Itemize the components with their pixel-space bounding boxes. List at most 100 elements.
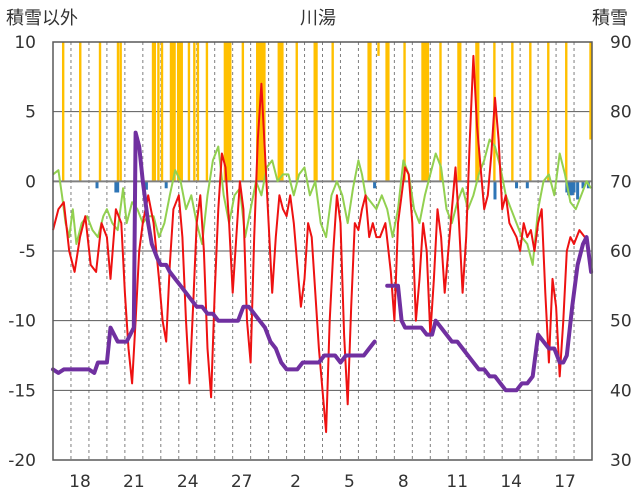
x-tick-label: 24 — [177, 472, 199, 492]
snowfall-bar — [227, 42, 230, 182]
right-tick-label: 70 — [610, 172, 632, 192]
snowfall-bar — [79, 42, 82, 182]
right-tick-label: 80 — [610, 103, 632, 123]
left-tick-label: 10 — [14, 33, 36, 53]
snowfall-bar — [277, 42, 280, 182]
snowfall-bar — [439, 42, 442, 182]
x-tick-label: 17 — [554, 472, 576, 492]
x-tick-label: 21 — [123, 472, 145, 492]
snowfall-bar — [281, 42, 284, 182]
left-tick-label: 0 — [25, 172, 36, 192]
snowfall-bar — [119, 42, 122, 182]
snowfall-bar — [196, 42, 200, 182]
left-axis-label: 積雪以外 — [6, 8, 78, 29]
left-tick-label: 5 — [25, 103, 36, 123]
precip-bar — [164, 181, 168, 189]
snowfall-bar — [151, 42, 155, 182]
right-tick-label: 60 — [610, 242, 632, 262]
snowfall-bar — [387, 42, 390, 182]
left-tick-label: -15 — [8, 381, 36, 401]
precip-bar — [373, 181, 377, 189]
snowfall-bar — [313, 42, 316, 182]
snowfall-bar — [426, 42, 430, 182]
snowfall-bar — [223, 42, 227, 182]
x-tick-label: 14 — [500, 472, 522, 492]
temperature-line — [52, 54, 593, 434]
precip-bar — [116, 181, 120, 193]
snowfall-bar — [589, 42, 592, 140]
snowfall-bar — [315, 42, 318, 182]
plot-border — [52, 41, 593, 461]
snowfall-bar — [547, 42, 550, 182]
snowfall-bar — [367, 42, 370, 182]
right-tick-label: 40 — [610, 381, 632, 401]
plot-frame — [52, 41, 593, 461]
snow-depth-line — [51, 130, 377, 375]
snowfall-bar — [511, 42, 514, 182]
snowfall-bar — [173, 42, 176, 182]
snow-depth-series — [51, 130, 594, 393]
x-tick-label: 27 — [231, 472, 253, 492]
snowfall-bar — [457, 42, 460, 182]
right-tick-label: 30 — [610, 451, 632, 471]
left-axis-ticks: 10 5 0 -5 -10 -15 -20 — [8, 33, 36, 471]
snowfall-bar — [459, 42, 462, 182]
snowfall-bar — [229, 42, 232, 182]
right-tick-label: 50 — [610, 312, 632, 332]
snowfall-bar — [477, 42, 480, 182]
snowfall-bar — [98, 42, 102, 182]
left-tick-label: -20 — [8, 451, 36, 471]
snowfall-bar — [385, 42, 388, 182]
snowfall-bar — [331, 42, 334, 182]
precip-bar — [493, 181, 497, 200]
snowfall-bars — [61, 42, 592, 182]
x-tick-label: 2 — [290, 472, 301, 492]
chart-title: 川湯 — [300, 8, 336, 29]
snow-depth-line — [385, 235, 594, 393]
x-tick-label: 5 — [344, 472, 355, 492]
snowfall-bar — [256, 42, 259, 182]
snowfall-bar — [157, 42, 160, 182]
x-tick-label: 11 — [446, 472, 468, 492]
precip-bar — [570, 181, 574, 196]
precip-bar — [95, 181, 99, 189]
precip-bar — [525, 181, 529, 189]
snowfall-bar — [263, 42, 266, 182]
snowfall-bar — [421, 42, 424, 182]
snowfall-bar — [205, 42, 209, 182]
snowfall-bar — [225, 42, 228, 182]
precip-bar — [576, 181, 580, 200]
precip-bar — [144, 181, 148, 190]
snowfall-bar — [259, 42, 263, 182]
left-tick-label: -10 — [8, 312, 36, 332]
snowfall-bar — [180, 42, 183, 182]
x-tick-label: 18 — [69, 472, 91, 492]
snowfall-bar — [369, 42, 372, 182]
snowfall-bar — [279, 42, 282, 182]
right-axis-ticks: 90 80 70 60 50 40 30 — [610, 33, 632, 471]
snowfall-bar — [116, 42, 120, 182]
precip-bar — [572, 181, 576, 193]
snowfall-bar — [423, 42, 426, 182]
snowfall-bar — [160, 42, 164, 182]
snowfall-bar — [529, 42, 532, 182]
snowfall-bar — [193, 42, 196, 182]
snowfall-bar — [403, 42, 406, 182]
snowfall-bar — [241, 42, 245, 182]
right-axis-label: 積雪 — [592, 8, 628, 29]
snowfall-bar — [153, 42, 157, 182]
x-tick-label: 8 — [398, 472, 409, 492]
precip-bar — [581, 181, 585, 189]
snowfall-bar — [424, 42, 428, 182]
snowfall-bar — [295, 42, 298, 182]
precip-bar — [114, 181, 118, 193]
temperature-series — [52, 54, 593, 434]
precip-bar — [515, 181, 519, 189]
snowfall-bar — [178, 42, 182, 182]
snowfall-bar — [61, 42, 65, 182]
right-tick-label: 90 — [610, 33, 632, 53]
snowfall-bar — [377, 42, 380, 56]
snowfall-bar — [565, 42, 568, 182]
left-tick-label: -5 — [19, 242, 36, 262]
